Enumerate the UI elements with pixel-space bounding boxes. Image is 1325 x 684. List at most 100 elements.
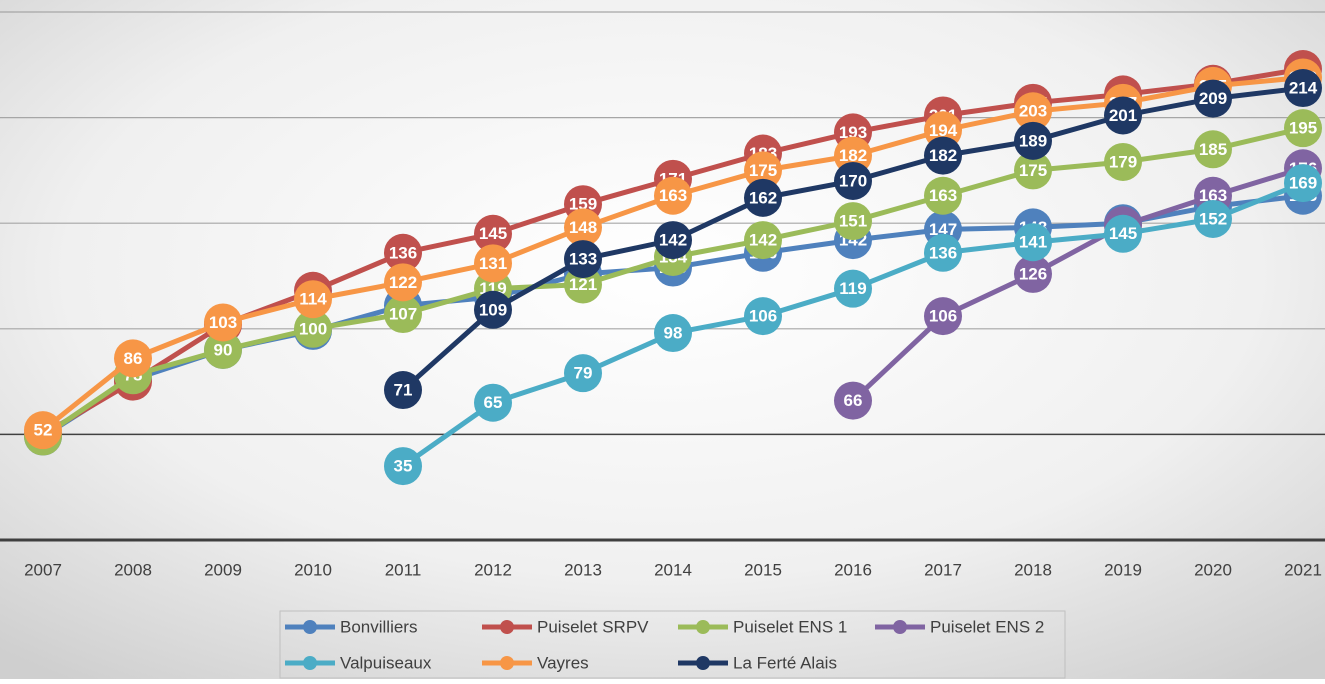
- marker: [474, 383, 512, 422]
- legend-label: Puiselet ENS 1: [733, 617, 847, 636]
- legend-marker: [500, 656, 514, 670]
- marker: [834, 269, 872, 308]
- data-label: 141: [1019, 233, 1047, 252]
- marker: [924, 176, 962, 215]
- legend-label: La Ferté Alais: [733, 653, 837, 672]
- marker: [1194, 79, 1232, 118]
- marker: [1284, 69, 1322, 108]
- data-label: 71: [394, 381, 413, 400]
- marker: [834, 202, 872, 241]
- x-tick-label: 2009: [204, 560, 242, 579]
- x-tick-label: 2018: [1014, 560, 1052, 579]
- data-label: 119: [839, 279, 866, 298]
- marker: [474, 290, 512, 329]
- data-label: 152: [1199, 209, 1227, 228]
- data-label: 106: [929, 307, 957, 326]
- marker: [564, 208, 602, 247]
- data-label: 214: [1289, 79, 1318, 98]
- x-tick-label: 2016: [834, 560, 872, 579]
- data-label: 35: [394, 457, 413, 476]
- data-label: 175: [1019, 161, 1047, 180]
- legend-marker: [303, 620, 317, 634]
- data-label: 151: [839, 212, 867, 231]
- data-label: 159: [569, 195, 597, 214]
- data-label: 169: [1289, 174, 1317, 193]
- data-label: 163: [659, 186, 687, 205]
- data-label: 203: [1019, 102, 1047, 121]
- marker: [1284, 109, 1322, 148]
- marker: [384, 371, 422, 410]
- marker: [744, 221, 782, 260]
- data-label: 52: [34, 421, 53, 440]
- data-label: 182: [929, 146, 957, 165]
- marker: [1014, 223, 1052, 262]
- x-tick-label: 2019: [1104, 560, 1142, 579]
- data-label: 136: [929, 243, 957, 262]
- legend-marker: [500, 620, 514, 634]
- marker: [204, 330, 242, 369]
- data-label: 145: [479, 224, 507, 243]
- data-label: 182: [839, 146, 867, 165]
- data-label: 170: [839, 171, 867, 190]
- data-label: 109: [479, 300, 507, 319]
- legend-box: [279, 610, 1066, 679]
- marker: [1014, 92, 1052, 131]
- legend-marker: [696, 620, 710, 634]
- marker: [1014, 151, 1052, 190]
- series: 71 109 133 142 162 170 182 189 201 209 214: [384, 69, 1322, 410]
- x-tick-label: 2011: [385, 560, 422, 579]
- marker: [384, 447, 422, 486]
- legend-marker: [893, 620, 907, 634]
- data-label: 136: [389, 243, 417, 262]
- marker: [384, 295, 422, 334]
- marker: [1014, 254, 1052, 293]
- data-label: 163: [929, 186, 957, 205]
- x-tick-label: 2017: [924, 560, 962, 579]
- marker: [1014, 121, 1052, 160]
- marker: [1104, 142, 1142, 181]
- data-label: 107: [389, 305, 417, 324]
- legend-label: Vayres: [537, 653, 589, 672]
- marker: [1194, 130, 1232, 169]
- data-label: 201: [1109, 106, 1137, 125]
- data-label: 106: [749, 307, 777, 326]
- x-tick-label: 2012: [474, 560, 512, 579]
- x-tick-label: 2021: [1284, 560, 1322, 579]
- data-label: 66: [844, 391, 863, 410]
- data-label: 163: [1199, 186, 1227, 205]
- x-tick-label: 2020: [1194, 560, 1232, 579]
- data-label: 86: [124, 349, 143, 368]
- series: 35 65 79 98 106 119 136 141 145 152 169: [384, 164, 1322, 486]
- marker: [564, 354, 602, 393]
- legend-label: Valpuiseaux: [340, 653, 432, 672]
- data-label: 179: [1109, 152, 1137, 171]
- data-label: 126: [1019, 264, 1047, 283]
- legend: Bonvilliers Puiselet SRPV Puiselet ENS 1 Pu…: [285, 617, 1044, 672]
- marker: [924, 136, 962, 175]
- marker: [744, 297, 782, 336]
- x-tick-label: 2007: [24, 560, 62, 579]
- data-label: 147: [929, 220, 957, 239]
- marker: [1194, 199, 1232, 238]
- marker: [294, 309, 332, 348]
- marker: [654, 176, 692, 215]
- marker: [1284, 164, 1322, 203]
- data-label: 142: [659, 231, 687, 250]
- x-tick-label: 2008: [114, 560, 152, 579]
- x-labels: 2007 2008 2009 2010 2011 2012 2013 2014 2015 2016…: [24, 560, 1322, 579]
- data-label: 162: [749, 188, 777, 207]
- legend-label: Bonvilliers: [340, 617, 417, 636]
- marker: [1104, 214, 1142, 253]
- data-label: 133: [569, 250, 597, 269]
- data-label: 194: [929, 121, 958, 140]
- data-label: 121: [569, 275, 597, 294]
- marker: [384, 233, 422, 272]
- data-label: 103: [209, 313, 237, 332]
- legend-marker: [303, 656, 317, 670]
- data-label: 145: [1109, 224, 1137, 243]
- data-label: 209: [1199, 89, 1227, 108]
- data-label: 122: [389, 273, 417, 292]
- x-tick-label: 2013: [564, 560, 602, 579]
